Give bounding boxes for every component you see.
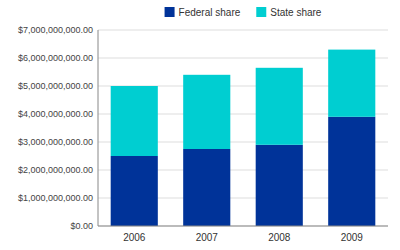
y-tick-label: $4,000,000,000.00 xyxy=(18,109,93,119)
bar xyxy=(256,145,303,226)
bar xyxy=(111,156,158,226)
y-tick-label: $2,000,000,000.00 xyxy=(18,165,93,175)
legend-swatch xyxy=(165,7,175,17)
bar xyxy=(183,75,230,149)
legend: Federal share State share xyxy=(165,7,322,18)
y-tick-label: $0.00 xyxy=(70,221,93,231)
grid xyxy=(98,30,388,226)
x-tick-label: 2007 xyxy=(196,232,219,243)
bar xyxy=(328,117,375,226)
y-tick-label: $6,000,000,000.00 xyxy=(18,53,93,63)
bar xyxy=(256,68,303,145)
legend-item: Federal share xyxy=(165,7,241,18)
legend-label: Federal share xyxy=(179,7,241,18)
bar xyxy=(328,50,375,117)
bar xyxy=(183,149,230,226)
x-tick-label: 2009 xyxy=(341,232,364,243)
bars xyxy=(111,50,376,226)
y-tick-label: $5,000,000,000.00 xyxy=(18,81,93,91)
x-tick-label: 2008 xyxy=(268,232,291,243)
y-tick-label: $1,000,000,000.00 xyxy=(18,193,93,203)
legend-swatch xyxy=(256,7,266,17)
grid-line xyxy=(98,226,388,227)
x-tick-label: 2006 xyxy=(123,232,146,243)
legend-item: State share xyxy=(256,7,322,18)
y-tick-label: $7,000,000,000.00 xyxy=(18,25,93,35)
grid-line xyxy=(98,30,388,31)
y-tick-label: $3,000,000,000.00 xyxy=(18,137,93,147)
y-axis xyxy=(98,30,99,226)
bar xyxy=(111,86,158,156)
chart: $0.00 $1,000,000,000.00 $2,000,000,000.00 $… xyxy=(0,0,400,250)
legend-label: State share xyxy=(270,7,322,18)
x-axis xyxy=(98,226,388,227)
